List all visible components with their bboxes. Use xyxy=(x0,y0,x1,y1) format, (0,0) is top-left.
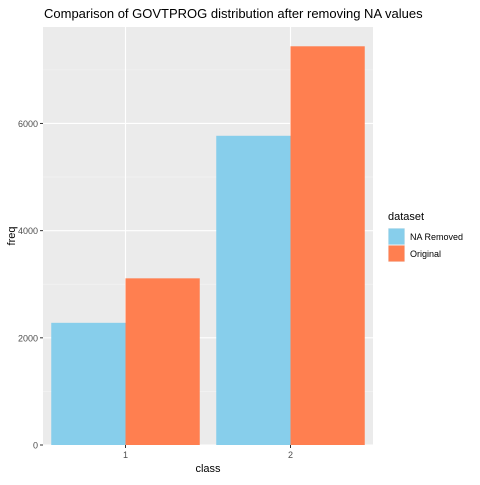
y-tick-label: 0 xyxy=(33,441,38,451)
y-tick-label: 2000 xyxy=(18,333,38,343)
chart-title: Comparison of GOVTPROG distribution afte… xyxy=(44,6,423,21)
bars xyxy=(51,46,365,446)
legend-items: NA Removed Original xyxy=(388,228,463,262)
bar xyxy=(51,322,126,445)
legend-title: dataset xyxy=(388,211,424,223)
x-axis-label: class xyxy=(195,463,221,475)
legend-label: NA Removed xyxy=(410,232,463,242)
bar xyxy=(125,278,200,445)
y-axis: 0 2000 4000 6000 xyxy=(18,119,43,451)
x-tick-label: 2 xyxy=(288,450,293,460)
legend-swatch xyxy=(388,245,405,262)
legend-swatch xyxy=(388,228,405,245)
y-axis-label: freq xyxy=(6,227,18,246)
bar xyxy=(216,135,291,446)
y-tick-label: 4000 xyxy=(18,226,38,236)
y-tick-label: 6000 xyxy=(18,119,38,129)
x-tick-label: 1 xyxy=(123,450,128,460)
bar xyxy=(290,46,365,446)
legend-label: Original xyxy=(410,249,441,259)
legend: dataset NA Removed Original xyxy=(388,211,463,262)
